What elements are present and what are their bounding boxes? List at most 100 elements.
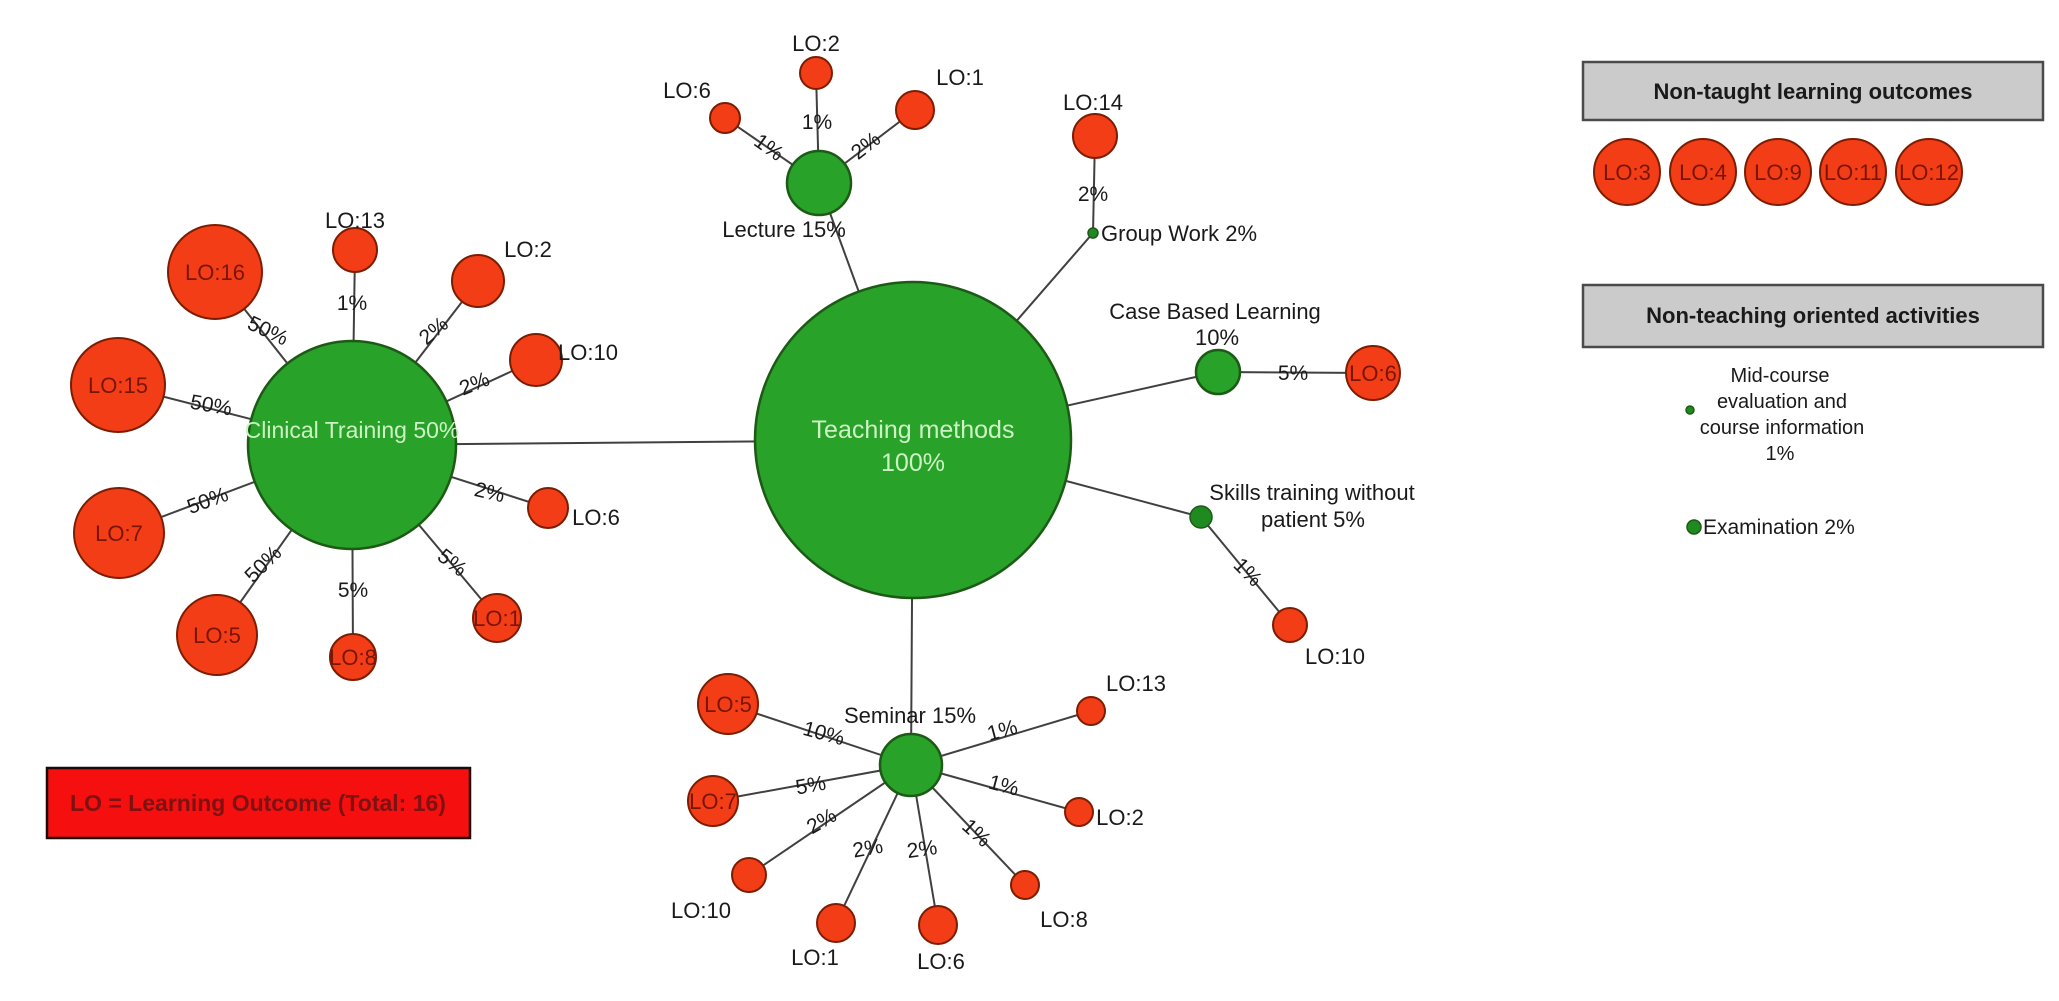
edge-label-seminar-se_lo6: 2% — [905, 836, 938, 863]
label-se_lo1: LO:1 — [791, 945, 839, 970]
node-se_lo1 — [816, 903, 856, 943]
label-c_lo16: LO:16 — [185, 260, 245, 285]
edge-skills-s_lo10 — [1200, 516, 1291, 626]
label-c_lo10: LO:10 — [558, 340, 618, 365]
node-c_lo8 — [329, 633, 377, 681]
node-teaching — [753, 280, 1073, 600]
label-midcourse-2: course information — [1700, 417, 1865, 439]
edge-label-seminar-se_lo5: 10% — [800, 717, 847, 750]
edge-label-clinical-c_lo6: 2% — [472, 478, 507, 507]
box-lo-note: LO = Learning Outcome (Total: 16) — [45, 766, 472, 840]
edge-label-seminar-se_lo2: 1% — [986, 771, 1021, 801]
label-skills-1: patient 5% — [1261, 507, 1365, 532]
edge-label-lecture-l_lo2: 1% — [802, 111, 832, 134]
node-skills — [1189, 505, 1213, 529]
edge-label-clinical-c_lo1: 5% — [433, 544, 471, 581]
label-se_lo7: LO:7 — [689, 789, 737, 814]
label-midcourse-3: 1% — [1766, 443, 1795, 465]
node-c_lo10 — [509, 333, 563, 387]
label-se_lo10: LO:10 — [671, 898, 731, 923]
edge-label-seminar-se_lo1: 2% — [851, 835, 885, 863]
label-teaching-0: Teaching methods — [812, 416, 1015, 444]
label-se_lo8: LO:8 — [1040, 907, 1088, 932]
label-seminar: Seminar 15% — [844, 703, 976, 728]
edge-label-clinical-c_lo8: 5% — [338, 579, 368, 602]
legend-layer: Non-taught learning outcomes Non-teaching… — [45, 60, 2045, 840]
node-c_lo5 — [176, 594, 258, 676]
label-se_lo13: LO:13 — [1106, 671, 1166, 696]
box-title-lo-note: LO = Learning Outcome (Total: 16) — [70, 790, 446, 816]
edge-label-cbl-cb_lo6: 5% — [1278, 362, 1308, 385]
edge-label-clinical-c_lo16: 50% — [244, 312, 292, 351]
node-n_lo9 — [1744, 138, 1812, 206]
label-n_lo3: LO:3 — [1603, 160, 1651, 185]
label-l_lo2: LO:2 — [792, 31, 840, 56]
edge-label-lecture-l_lo6: 1% — [750, 130, 788, 166]
node-l_lo2 — [799, 56, 833, 90]
node-c_lo15 — [70, 337, 166, 433]
node-layer — [70, 56, 1963, 945]
edge-label-groupwork-g_lo14: 2% — [1078, 183, 1108, 206]
node-l_lo1 — [895, 90, 935, 130]
node-se_lo2 — [1064, 797, 1094, 827]
node-groupwork — [1087, 227, 1099, 239]
node-n_lo4 — [1669, 138, 1737, 206]
edge-seminar-se_lo7 — [712, 764, 912, 802]
edge-label-clinical-c_lo7: 50% — [184, 483, 231, 519]
label-teaching-1: 100% — [881, 449, 945, 477]
node-cb_lo6 — [1345, 345, 1401, 401]
label-s_lo10: LO:10 — [1305, 644, 1365, 669]
label-skills-0: Skills training without — [1209, 480, 1414, 505]
label-n_lo12: LO:12 — [1899, 160, 1959, 185]
label-clinical: Clinical Training 50% — [245, 417, 460, 443]
label-g_lo14: LO:14 — [1063, 90, 1123, 115]
box-non-teaching: Non-teaching oriented activities — [1581, 283, 2045, 349]
label-groupwork: Group Work 2% — [1101, 221, 1257, 246]
box-rect-non-taught — [1581, 60, 2045, 122]
label-se_lo5: LO:5 — [704, 692, 752, 717]
label-lecture: Lecture 15% — [722, 217, 846, 242]
edge-label-skills-s_lo10: 1% — [1229, 554, 1267, 592]
node-se_lo7 — [687, 775, 739, 827]
edge-seminar-se_lo10 — [748, 764, 912, 876]
edge-label-lecture-l_lo1: 2% — [847, 127, 885, 164]
node-se_lo13 — [1076, 696, 1106, 726]
edge-label-clinical-c_lo2: 2% — [415, 312, 453, 349]
node-se_lo8 — [1010, 870, 1040, 900]
label-midcourse-0: Mid-course — [1731, 365, 1830, 387]
node-seminar — [878, 732, 944, 798]
label-se_lo2: LO:2 — [1096, 805, 1144, 830]
box-rect-lo-note — [45, 766, 472, 840]
node-n_lo11 — [1819, 138, 1887, 206]
label-c_lo15: LO:15 — [88, 373, 148, 398]
node-c_lo16 — [167, 224, 263, 320]
label-cbl-1: 10% — [1195, 325, 1239, 350]
label-n_lo11: LO:11 — [1824, 160, 1882, 185]
box-title-non-teaching: Non-teaching oriented activities — [1646, 303, 1980, 328]
label-c_lo1: LO:1 — [473, 606, 521, 631]
node-c_lo6 — [527, 487, 569, 529]
label-n_lo9: LO:9 — [1754, 160, 1802, 185]
label-c_lo2: LO:2 — [504, 237, 552, 262]
node-c_lo13 — [332, 227, 378, 273]
label-midcourse-1: evaluation and — [1717, 391, 1847, 413]
node-n_lo12 — [1895, 138, 1963, 206]
edge-label-seminar-se_lo7: 5% — [794, 772, 828, 800]
label-l_lo6: LO:6 — [663, 78, 711, 103]
label-l_lo1: LO:1 — [936, 65, 984, 90]
label-c_lo13: LO:13 — [325, 208, 385, 233]
box-non-taught: Non-taught learning outcomes — [1581, 60, 2045, 122]
edge-label-clinical-c_lo13: 1% — [337, 292, 367, 315]
label-se_lo6: LO:6 — [917, 949, 965, 974]
node-s_lo10 — [1272, 607, 1308, 643]
node-se_lo6 — [918, 905, 958, 945]
label-cbl-0: Case Based Learning — [1109, 299, 1321, 324]
box-rect-non-teaching — [1581, 283, 2045, 349]
edge-label-clinical-c_lo15: 50% — [188, 391, 233, 421]
edge-label-seminar-se_lo13: 1% — [985, 716, 1020, 746]
node-l_lo6 — [709, 102, 741, 134]
node-midcourse — [1685, 405, 1695, 415]
node-c_lo1 — [472, 593, 522, 643]
node-c_lo7 — [73, 487, 165, 579]
